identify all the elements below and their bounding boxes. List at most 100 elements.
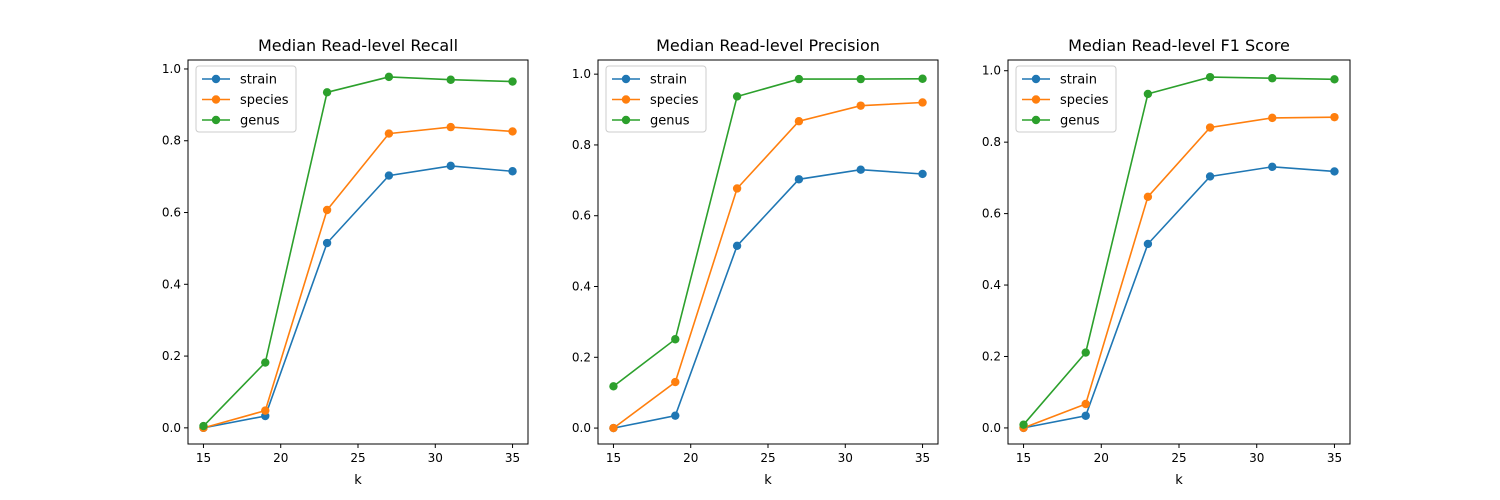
y-tick-label: 0.8: [572, 138, 591, 152]
data-point-strain: [1143, 239, 1153, 249]
data-point-species: [1205, 123, 1215, 132]
y-tick-label: 0.4: [162, 277, 181, 291]
x-tick-label: 15: [606, 451, 621, 465]
data-point-genus: [794, 74, 804, 84]
data-point-genus: [1019, 420, 1028, 429]
x-tick-label: 15: [196, 451, 211, 465]
data-point-species: [1143, 192, 1153, 202]
x-tick-label: 30: [1249, 451, 1264, 465]
chart-panel-2: Median Read-level Precision 15 20 25 30 35 0.0…: [572, 36, 939, 488]
legend-box: [195, 65, 297, 133]
legend-label-genus: genus: [650, 114, 690, 129]
legend-marker-species: [1031, 95, 1041, 104]
data-point-genus: [1205, 72, 1215, 82]
legend-marker-strain: [211, 74, 221, 84]
series-line-species: [613, 101, 923, 429]
x-tick-label: 30: [428, 451, 443, 465]
data-point-genus: [508, 77, 517, 86]
chart-title: Median Read-level Recall: [258, 36, 458, 55]
data-point-genus: [1143, 89, 1153, 99]
x-tick-label: 20: [1094, 451, 1109, 465]
legend-marker-strain: [621, 74, 631, 84]
data-point-strain: [856, 165, 865, 174]
chart-panel-3: Median Read-level F1 Score 15 20 25 30 35 0.0 0…: [982, 36, 1351, 488]
series-line-species: [1023, 116, 1335, 429]
data-point-genus: [609, 382, 618, 391]
legend: strain species genus: [1015, 65, 1117, 133]
y-tick-label: 0.0: [982, 421, 1001, 435]
series-line-strain: [203, 165, 513, 429]
data-point-strain: [1081, 411, 1090, 420]
x-tick-label: 35: [505, 451, 520, 465]
y-tick-label: 0.4: [572, 280, 591, 294]
legend-label-strain: strain: [650, 73, 687, 88]
data-point-species: [1081, 399, 1090, 409]
data-point-strain: [1205, 172, 1215, 181]
x-tick-label: 25: [350, 451, 365, 465]
legend-marker-strain: [1031, 74, 1041, 84]
series-line-genus: [1022, 76, 1335, 426]
data-point-strain: [446, 161, 455, 171]
legend-marker-genus: [621, 115, 631, 125]
legend: strain species genus: [195, 65, 297, 133]
data-point-genus: [1081, 348, 1090, 357]
legend-marker-species: [621, 95, 631, 104]
x-tick-label: 25: [760, 451, 775, 465]
y-tick-label: 0.8: [162, 134, 181, 148]
data-point-species: [1268, 113, 1277, 123]
series-line-strain: [1023, 165, 1335, 429]
legend-label-species: species: [1060, 93, 1109, 108]
legend: strain species genus: [605, 65, 707, 133]
x-tick-label: 20: [683, 451, 698, 465]
legend-box: [605, 65, 707, 133]
data-point-genus: [384, 72, 394, 82]
data-point-species: [609, 423, 618, 433]
series-line-genus: [202, 76, 513, 427]
data-point-species: [1330, 112, 1339, 122]
x-tick-label: 15: [1016, 451, 1031, 465]
data-point-genus: [1330, 75, 1339, 84]
y-tick-label: 0.6: [572, 209, 591, 223]
series-line-species: [203, 126, 513, 429]
y-tick-label: 0.8: [982, 135, 1001, 149]
legend-box: [1015, 65, 1117, 133]
data-point-species: [508, 127, 517, 136]
y-tick-label: 1.0: [572, 67, 591, 81]
x-tick-label: 20: [273, 451, 288, 465]
data-point-strain: [794, 175, 804, 184]
chart-panel-1: Median Read-level Recall 15 20 25 30 35 0.0 0.2…: [162, 36, 529, 488]
y-tick-label: 0.2: [982, 349, 1001, 363]
data-point-genus: [322, 88, 332, 97]
legend-label-species: species: [650, 93, 699, 108]
data-point-species: [322, 205, 332, 215]
data-point-species: [261, 406, 270, 415]
data-point-strain: [384, 171, 394, 180]
y-tick-label: 0.0: [162, 421, 181, 435]
data-point-species: [446, 122, 455, 132]
y-tick-label: 0.6: [162, 206, 181, 220]
data-point-species: [671, 377, 680, 387]
x-tick-label: 30: [838, 451, 853, 465]
data-point-genus: [671, 335, 680, 344]
y-tick-label: 0.2: [572, 350, 591, 364]
data-point-strain: [508, 167, 517, 176]
chart-title: Median Read-level Precision: [656, 36, 880, 55]
data-point-species: [918, 98, 927, 107]
y-tick-label: 1.0: [982, 64, 1001, 78]
y-tick-label: 0.4: [982, 278, 1001, 292]
series-line-genus: [613, 78, 923, 387]
x-axis-label: k: [764, 473, 772, 488]
series-line-strain: [613, 168, 923, 429]
data-point-strain: [732, 241, 742, 251]
data-point-genus: [1268, 74, 1277, 83]
data-point-species: [732, 184, 742, 193]
chart-title: Median Read-level F1 Score: [1068, 36, 1290, 55]
data-point-strain: [918, 169, 927, 179]
legend-label-strain: strain: [240, 73, 277, 88]
data-point-genus: [446, 75, 455, 84]
legend-label-species: species: [240, 93, 289, 108]
data-point-genus: [732, 92, 742, 101]
data-point-species: [794, 117, 804, 126]
data-point-genus: [918, 74, 927, 83]
